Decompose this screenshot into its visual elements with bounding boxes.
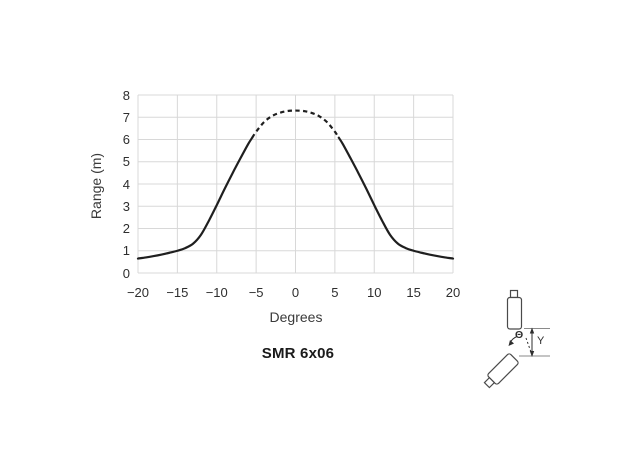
x-axis-title: Degrees <box>269 309 323 325</box>
y-tick-label: 5 <box>122 154 130 170</box>
y-offset-dimension <box>519 327 550 357</box>
dimension-arrow-down <box>529 351 535 357</box>
y-tick-label: 2 <box>122 221 130 236</box>
x-tick-label: −20 <box>126 285 150 300</box>
x-tick-label: 15 <box>406 285 421 300</box>
range-curve-dashed-peak <box>251 109 340 139</box>
y-tick-label: 8 <box>122 87 130 103</box>
range-curve-solid-left <box>136 136 254 260</box>
tilted-sensor-icon <box>483 353 519 389</box>
sensor-orientation-diagram <box>483 289 550 389</box>
x-tick-label: −5 <box>248 285 264 300</box>
angle-arrowhead <box>508 340 514 346</box>
theta-angle-marker <box>508 336 532 354</box>
dimension-arrow-up <box>529 327 535 334</box>
y-axis-title: Range (m) <box>88 152 104 220</box>
y-tick-label: 1 <box>122 243 130 259</box>
y-tick-label: 4 <box>122 176 130 192</box>
theta-angle-label: Θ <box>515 329 524 341</box>
upright-sensor-icon <box>506 289 523 330</box>
y-tick-label: 3 <box>122 198 130 214</box>
y-tick-label: 0 <box>122 265 130 281</box>
x-tick-label: 10 <box>367 285 382 300</box>
y-tick-label: 6 <box>122 132 130 147</box>
x-tick-label: 20 <box>445 285 461 300</box>
x-tick-label: 0 <box>291 285 300 300</box>
range-curve-solid-right <box>337 136 455 260</box>
x-tick-label: 5 <box>331 285 339 300</box>
y-tick-label: 7 <box>122 109 130 125</box>
y-offset-label: Y <box>537 335 545 347</box>
chart-title: SMR 6x06 <box>261 345 335 362</box>
x-tick-label: −15 <box>166 285 189 300</box>
x-tick-label: −10 <box>205 285 228 300</box>
